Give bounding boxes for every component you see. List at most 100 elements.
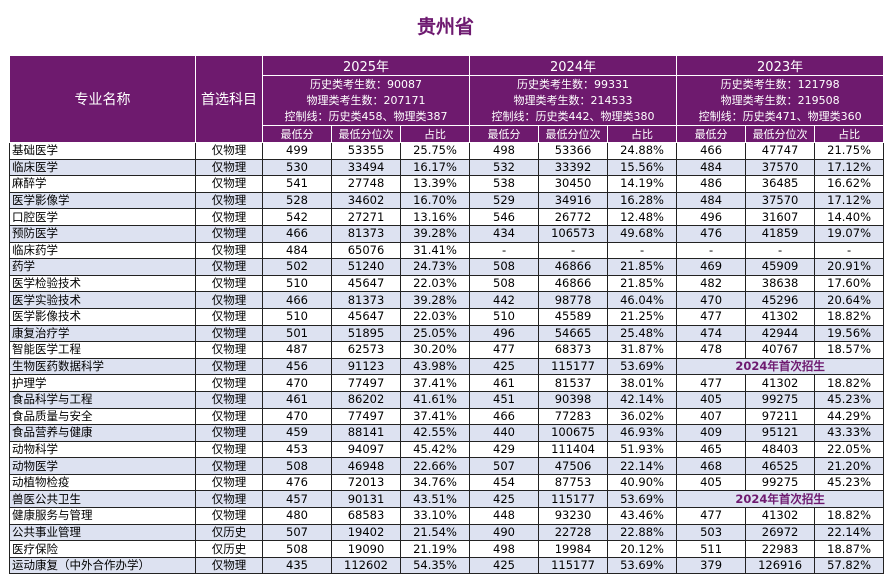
- ratio: 45.23%: [814, 390, 885, 409]
- min-score: 425: [469, 556, 540, 575]
- min-rank: 33494: [331, 158, 401, 177]
- min-score: 480: [262, 507, 332, 525]
- ratio: 22.66%: [399, 457, 471, 475]
- ratio: 53.69%: [607, 490, 678, 509]
- subject: 仅物理: [195, 556, 263, 575]
- header-year-info: 历史类考生数：99331 物理类考生数：214533 控制线：历史类442、物理类3…: [469, 75, 678, 126]
- ratio: 21.75%: [814, 142, 885, 160]
- major-name: 护理学: [9, 374, 196, 392]
- ratio: 18.57%: [814, 341, 885, 359]
- ratio: -: [607, 241, 678, 260]
- header-subcol: 最低分位次: [745, 125, 816, 143]
- subject: 仅物理: [195, 473, 263, 492]
- min-rank: 62573: [331, 341, 401, 359]
- ratio: 21.54%: [399, 523, 471, 542]
- major-name: 临床医学: [9, 158, 196, 177]
- subject: 仅物理: [195, 324, 263, 343]
- subject: 仅物理: [195, 258, 263, 276]
- header-year: 2024年: [469, 55, 678, 76]
- table-row: 兽医公共卫生 仅物理 457 90131 43.51% 425 115177 53.69% 20…: [9, 490, 885, 509]
- ratio: 46.93%: [607, 424, 678, 442]
- min-rank: 88141: [331, 424, 401, 442]
- min-score: -: [676, 241, 747, 260]
- table-row: 医学实验技术 仅物理 466 81373 39.28% 442 98778 46.04% 470…: [9, 291, 885, 309]
- min-rank: 72013: [331, 473, 401, 492]
- min-rank: 27748: [331, 175, 401, 193]
- major-name: 口腔医学: [9, 208, 196, 226]
- ratio: 24.88%: [607, 142, 678, 160]
- major-name: 临床药学: [9, 241, 196, 260]
- subject: 仅物理: [195, 407, 263, 426]
- min-score: 486: [676, 175, 747, 193]
- min-score: 530: [262, 158, 332, 177]
- min-score: 498: [469, 540, 540, 558]
- min-rank: 81373: [331, 291, 401, 309]
- min-rank: 90131: [331, 490, 401, 509]
- min-score: 448: [469, 507, 540, 525]
- ratio: 25.48%: [607, 324, 678, 343]
- physics-count: 物理类考生数：219508: [720, 93, 840, 107]
- min-rank: 81373: [331, 224, 401, 243]
- min-rank: 26772: [538, 208, 609, 226]
- min-rank: 34916: [538, 191, 609, 210]
- ratio: 39.28%: [399, 224, 471, 243]
- ratio: 40.90%: [607, 473, 678, 492]
- table-row: 口腔医学 仅物理 542 27271 13.16% 546 26772 12.48% 496 31…: [9, 208, 885, 226]
- min-score: 429: [469, 440, 540, 459]
- ratio: 45.42%: [399, 440, 471, 459]
- min-rank: 45589: [538, 307, 609, 326]
- min-rank: 41302: [745, 307, 816, 326]
- min-rank: 68373: [538, 341, 609, 359]
- ratio: 41.61%: [399, 390, 471, 409]
- major-name: 智能医学工程: [9, 341, 196, 359]
- header-year-info: 历史类考生数：121798 物理类考生数：219508 控制线：历史类471、物理类…: [676, 75, 885, 126]
- min-rank: 100675: [538, 424, 609, 442]
- history-count: 历史类考生数：90087: [310, 77, 423, 91]
- subject: 仅物理: [195, 208, 263, 226]
- ratio: 43.98%: [399, 357, 471, 376]
- header-subcol: 占比: [607, 125, 678, 143]
- table-row: 医疗保险 仅历史 508 19090 21.19% 498 19984 20.12% 511 22…: [9, 540, 885, 558]
- min-score: 466: [262, 224, 332, 243]
- table-row: 公共事业管理 仅历史 507 19402 21.54% 490 22728 22.88% 503…: [9, 523, 885, 542]
- min-score: 465: [676, 440, 747, 459]
- ratio: 49.68%: [607, 224, 678, 243]
- min-rank: 22983: [745, 540, 816, 558]
- subject: 仅物理: [195, 507, 263, 525]
- ratio: 22.14%: [814, 523, 885, 542]
- table-row: 康复治疗学 仅物理 501 51895 25.05% 496 54665 25.48% 474 4…: [9, 324, 885, 343]
- table-row: 临床医学 仅物理 530 33494 16.17% 532 33392 15.56% 484 37…: [9, 158, 885, 177]
- min-score: 503: [676, 523, 747, 542]
- table-row: 食品科学与工程 仅物理 461 86202 41.61% 451 90398 42.14% 40…: [9, 390, 885, 409]
- ratio: 44.29%: [814, 407, 885, 426]
- history-count: 历史类考生数：99331: [517, 77, 630, 91]
- header-subcol: 最低分: [262, 125, 332, 143]
- min-rank: 27271: [331, 208, 401, 226]
- ratio: 38.01%: [607, 374, 678, 392]
- header-subcol: 最低分: [676, 125, 747, 143]
- min-score: 466: [676, 142, 747, 160]
- min-rank: 45909: [745, 258, 816, 276]
- major-name: 兽医公共卫生: [9, 490, 196, 509]
- major-name: 动物科学: [9, 440, 196, 459]
- ratio: 17.12%: [814, 191, 885, 210]
- control-line: 控制线：历史类458、物理类387: [284, 109, 448, 123]
- min-score: 484: [676, 191, 747, 210]
- major-name: 麻醉学: [9, 175, 196, 193]
- ratio: 39.28%: [399, 291, 471, 309]
- min-score: 454: [469, 473, 540, 492]
- min-score: 482: [676, 274, 747, 293]
- table-row: 动植物检疫 仅物理 476 72013 34.76% 454 87753 40.90% 405 9…: [9, 473, 885, 492]
- table-row: 护理学 仅物理 470 77497 37.41% 461 81537 38.01% 477 413…: [9, 374, 885, 392]
- min-score: 511: [676, 540, 747, 558]
- min-score: 541: [262, 175, 332, 193]
- min-score: 470: [262, 407, 332, 426]
- min-rank: 53366: [538, 142, 609, 160]
- ratio: 43.51%: [399, 490, 471, 509]
- subject: 仅物理: [195, 158, 263, 177]
- ratio: 19.56%: [814, 324, 885, 343]
- min-score: 451: [469, 390, 540, 409]
- min-rank: 97211: [745, 407, 816, 426]
- min-rank: 111404: [538, 440, 609, 459]
- ratio: 42.14%: [607, 390, 678, 409]
